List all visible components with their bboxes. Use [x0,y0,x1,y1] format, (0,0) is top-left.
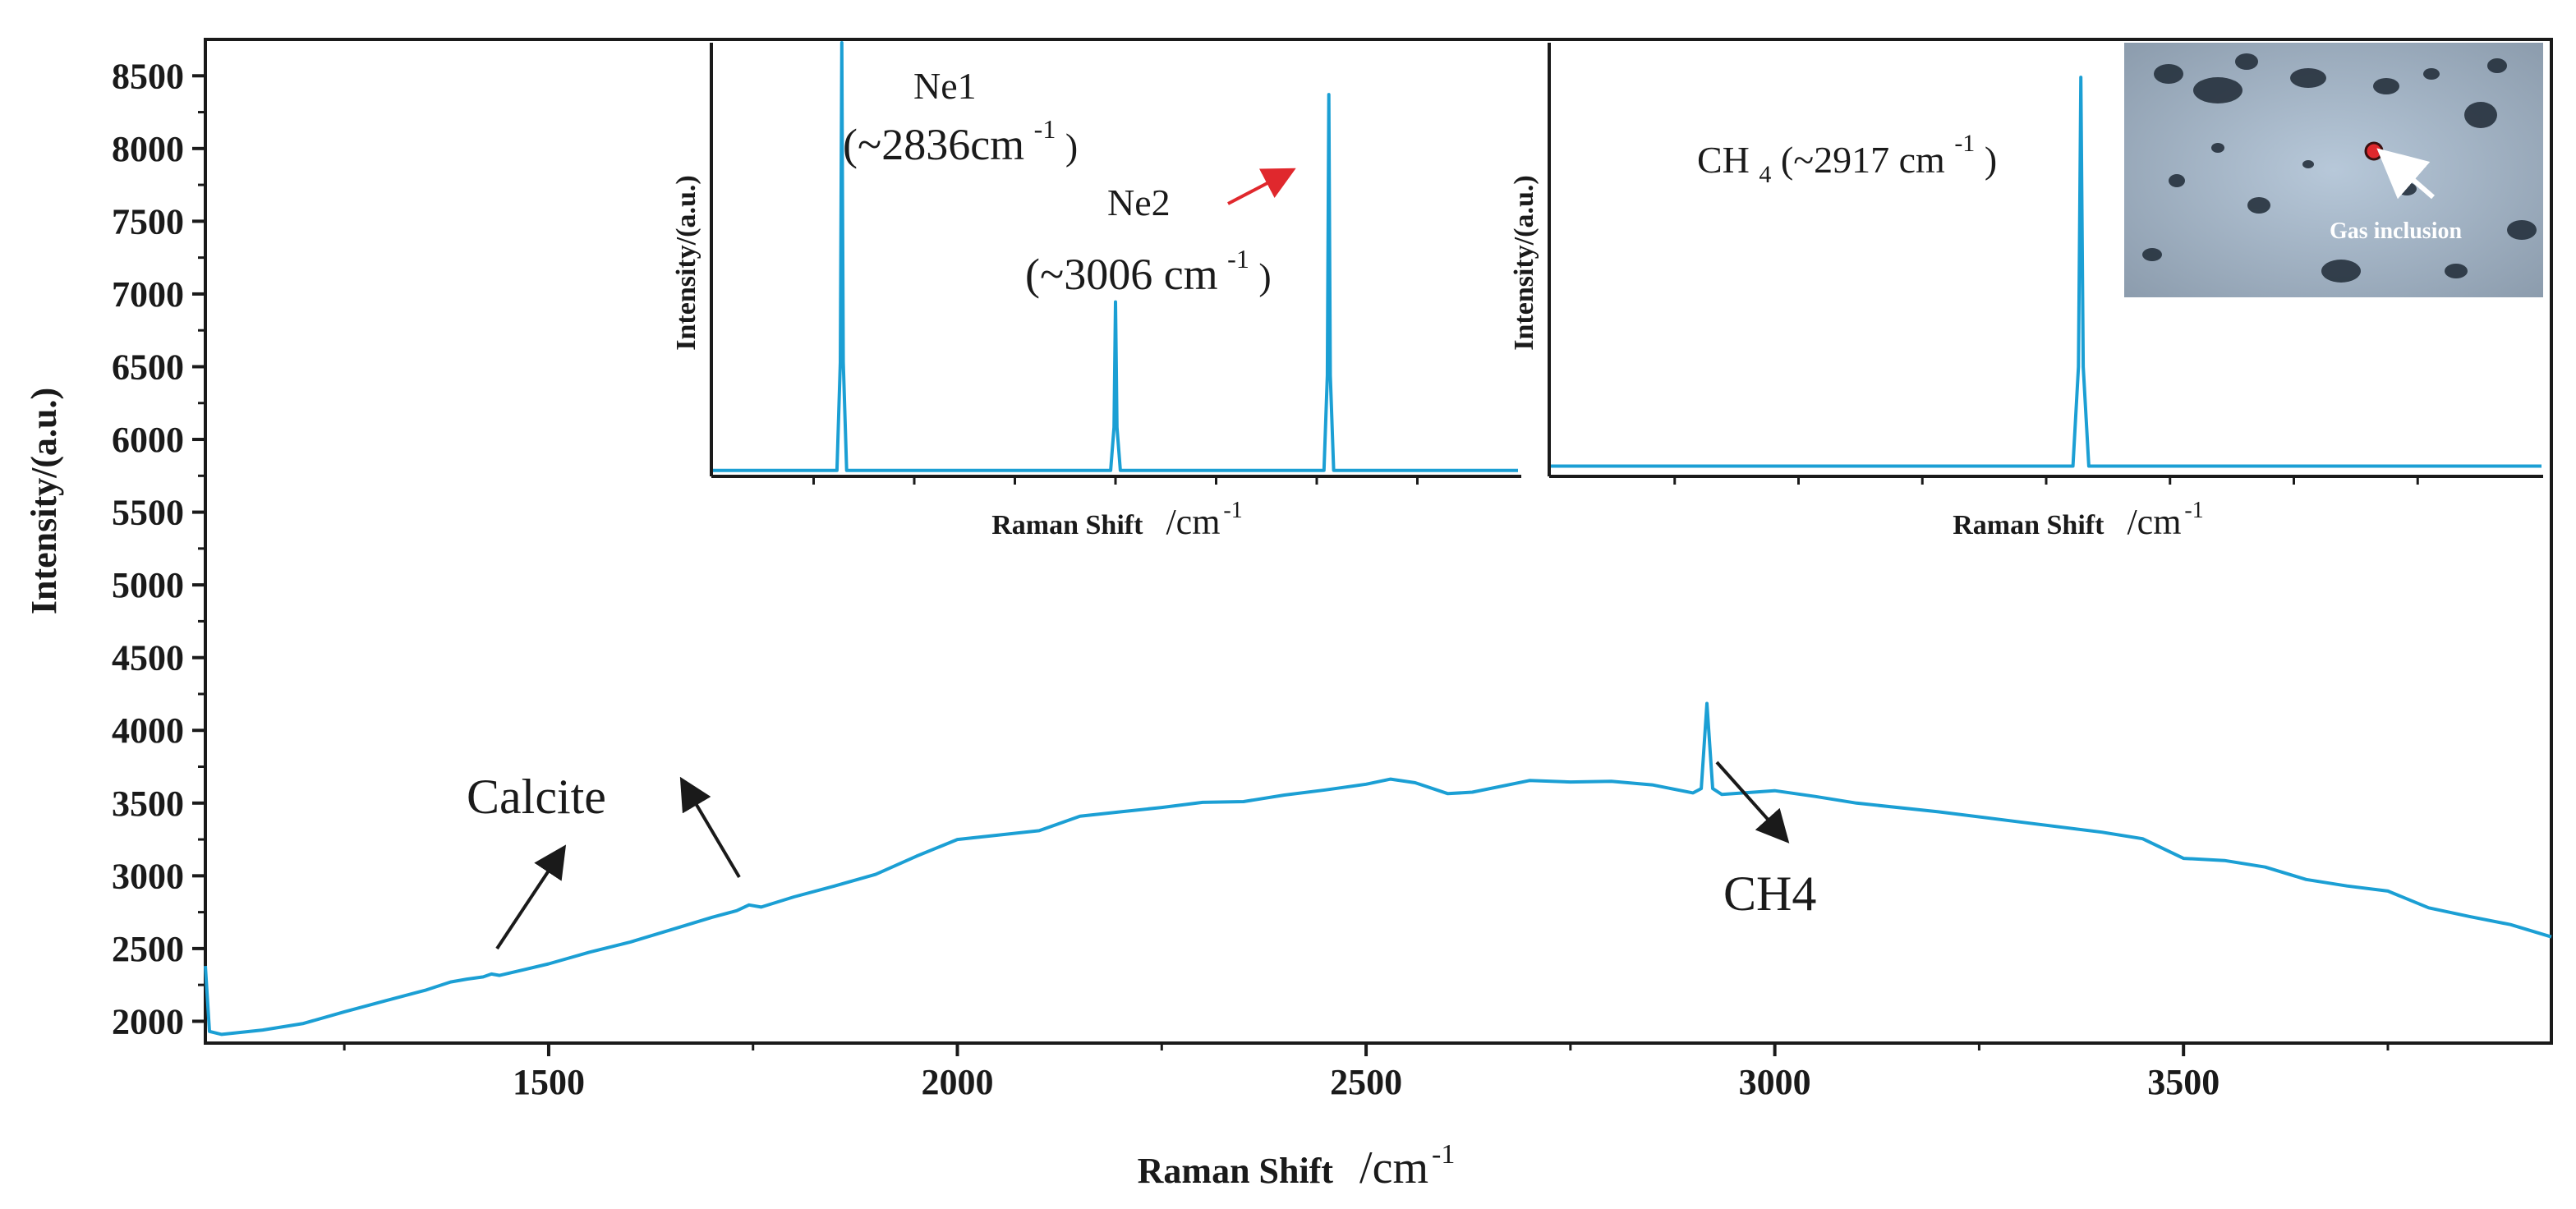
y-tick-label: 4500 [112,638,184,678]
calcite-arrow-2 [679,776,741,879]
main-x-axis-unit-exp: -1 [1432,1139,1455,1170]
y-tick-label: 2500 [112,929,184,969]
ne2-value-text: (~3006 cm [1025,250,1218,299]
ne2-value: (~3006 cm -1 ) [1025,234,1272,299]
ne2-label: Ne2 [1107,182,1171,223]
main-plot: 2000 2500 3000 3500 4000 4500 5000 5500 6000 6500… [24,38,2553,1193]
inset-neon-x-unit-exp: -1 [1223,498,1242,523]
y-tick-label: 3000 [112,856,184,896]
calcite-arrow-1 [495,844,567,950]
y-tick-label: 7000 [112,274,184,315]
inclusion-photo: Gas inclusion [2124,43,2543,297]
ch4-arrow [1715,761,1790,844]
gas-inclusion-marker [2364,141,2384,161]
ne1-value-close: ) [1065,126,1078,168]
photo-bg [2124,43,2543,297]
ch4-inset-value-text: (~2917 cm [1781,139,1945,181]
inset-ch4-y-title: Intensity/(a.u.) [1509,175,1539,350]
inset-ch4-x-label: Raman Shift [1953,510,2104,540]
y-tick-label: 8500 [112,56,184,96]
inset-neon-ticks [812,475,1419,485]
inset-ch4-plot: Intensity/(a.u.) Raman Shift /cm -1 CH 4… [1509,41,2543,542]
y-tick-label: 5500 [112,493,184,533]
main-series [204,701,2552,1037]
inset-spectrum-line [1551,76,2542,468]
y-tick-label: 5000 [112,565,184,605]
main-ticks: 2000 2500 3000 3500 4000 4500 5000 5500 6000 6500… [112,56,2390,1102]
inset-ch4-x-title: Raman Shift /cm -1 [1953,498,2204,542]
x-tick-label: 3000 [1739,1062,1811,1102]
gas-inclusion-label: Gas inclusion [2330,218,2462,244]
inset-neon-x-title: Raman Shift /cm -1 [991,498,1243,542]
y-tick-label: 6500 [112,347,184,387]
inset-neon-x-unit: /cm [1166,502,1220,542]
inset-ch4-ticks [1673,475,2419,485]
inset-neon-plot: Intensity/(a.u.) Raman Shift /cm -1 Ne1 … [671,41,1521,542]
inset-ch4-x-unit: /cm [2127,502,2181,542]
inset-spectrum-line [713,41,1518,472]
main-x-axis-title: Raman Shift /cm -1 [1138,1139,1456,1193]
ne1-value: (~2836cm -1 ) [843,104,1078,169]
y-tick-label: 4000 [112,710,184,751]
ch4-inset-value-close: ) [1985,139,1997,181]
y-tick-label: 2000 [112,1001,184,1041]
gas-inclusion-arrow [2376,148,2435,200]
inset-neon-x-label: Raman Shift [991,510,1143,540]
x-tick-label: 2500 [1330,1062,1402,1102]
calcite-label: Calcite [467,770,606,824]
ch4-inset-label-sub: 4 [1759,161,1771,188]
inset-neon-series [713,41,1518,472]
x-tick-label: 3500 [2147,1062,2220,1102]
main-x-axis-unit: /cm [1359,1142,1428,1193]
photo-inclusions [2142,53,2537,283]
ne1-label: Ne1 [913,65,977,107]
inset-neon-y-title: Intensity/(a.u.) [671,175,702,350]
ne2-value-close: ) [1258,255,1271,297]
inset-ch4-series [1551,76,2542,468]
ch4-inset-label: CH 4 (~2917 cm -1 ) [1697,117,1997,191]
ch4-inset-value-exp: -1 [1954,130,1975,157]
x-tick-label: 2000 [922,1062,994,1102]
ch4-inset-label-text: CH [1697,139,1750,181]
main-x-axis-label: Raman Shift [1138,1151,1334,1191]
y-tick-label: 3500 [112,784,184,824]
x-tick-label: 1500 [513,1062,585,1102]
y-tick-label: 8000 [112,129,184,169]
ch4-label-text: CH4 [1723,867,1816,921]
y-tick-label: 6000 [112,420,184,460]
ne2-value-exp: -1 [1227,244,1249,274]
ne2-arrow [1227,168,1296,205]
y-tick-label: 7500 [112,201,184,241]
ch4-label: CH4 [1723,867,1816,921]
inset-ch4-x-unit-exp: -1 [2184,498,2203,523]
ne1-value-text: (~2836cm [843,120,1024,169]
main-plot-frame [204,38,2553,1045]
spectrum-line [204,701,2552,1037]
main-y-axis-title: Intensity/(a.u.) [24,388,64,614]
ne1-value-exp: -1 [1034,114,1056,144]
